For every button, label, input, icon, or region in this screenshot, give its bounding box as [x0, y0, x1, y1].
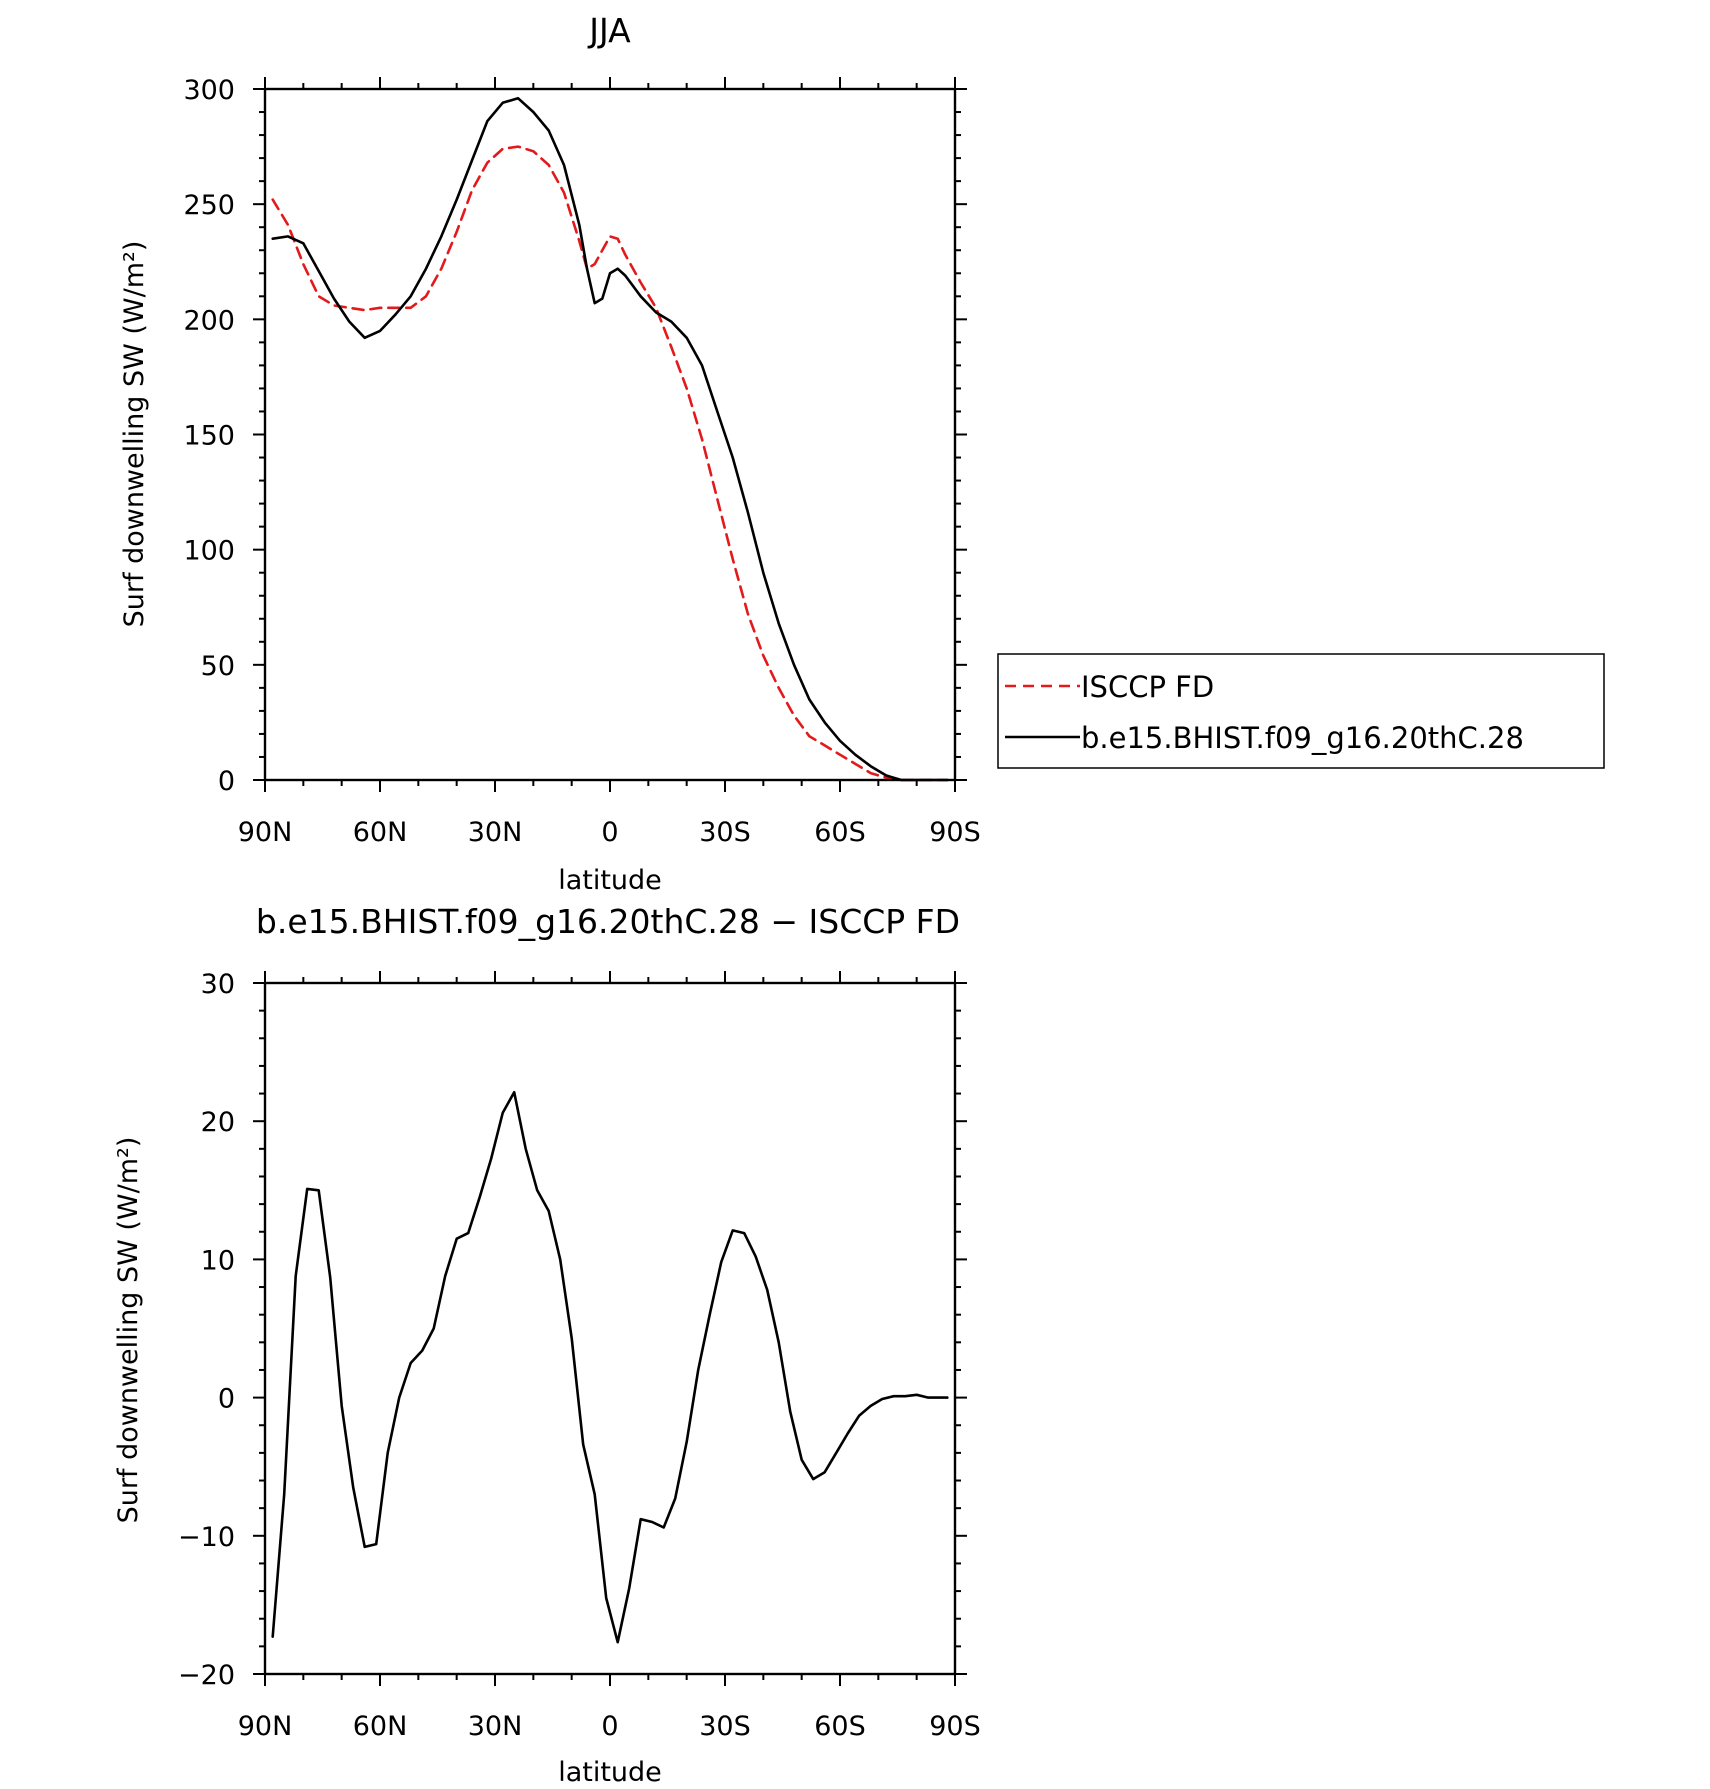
y-axis-label: Surf downwelling SW (W/m²): [119, 241, 150, 628]
x-tick-label: 90S: [929, 817, 981, 848]
chart-title: JJA: [587, 11, 631, 50]
y-tick-label: 100: [183, 536, 235, 567]
series-line-1: [271, 1090, 949, 1644]
plot-frame: [263, 981, 957, 1676]
series-group: [271, 96, 949, 782]
y-tick-label: 200: [183, 305, 235, 336]
y-tick-label: 50: [201, 651, 235, 682]
x-tick-label: 90N: [238, 1711, 293, 1742]
y-axis-label: Surf downwelling SW (W/m²): [113, 1137, 144, 1524]
y-tick-label: 20: [201, 1107, 235, 1138]
series-line-1: [271, 145, 949, 782]
y-tick-label: 0: [218, 766, 235, 797]
x-tick-label: 30S: [699, 817, 751, 848]
y-tick-labels: −20 −10 0 10 20 30: [178, 969, 235, 1691]
x-axis-label: latitude: [558, 865, 662, 896]
x-axis-label: latitude: [558, 1757, 662, 1788]
y-tick-label: 30: [201, 969, 235, 1000]
x-tick-label: 60N: [353, 1711, 408, 1742]
y-tick-label: −10: [178, 1522, 235, 1553]
x-tick-labels: 90N 60N 30N 0 30S 60S 90S: [238, 1711, 981, 1742]
axis-ticks: [253, 77, 967, 792]
x-tick-label: 60S: [814, 1711, 866, 1742]
chart-difference: b.e15.BHIST.f09_g16.20thC.28 − ISCCP FD …: [113, 902, 981, 1788]
y-tick-label: 0: [218, 1384, 235, 1415]
x-tick-label: 30S: [699, 1711, 751, 1742]
y-tick-label: 300: [183, 75, 235, 106]
legend: ISCCP FD b.e15.BHIST.f09_g16.20thC.28: [997, 653, 1605, 769]
legend-entry: b.e15.BHIST.f09_g16.20thC.28: [1081, 721, 1524, 755]
x-tick-label: 60S: [814, 817, 866, 848]
y-tick-label: 10: [201, 1245, 235, 1276]
y-tick-labels: 0 50 100 150 200 250 300: [183, 75, 235, 797]
series-line-2: [271, 96, 949, 782]
axis-ticks: [253, 971, 967, 1686]
legend-entry: ISCCP FD: [1081, 670, 1214, 704]
x-tick-label: 30N: [468, 817, 523, 848]
x-tick-label: 60N: [353, 817, 408, 848]
plot-frame: [263, 87, 957, 782]
series-group: [271, 1090, 949, 1644]
y-tick-label: −20: [178, 1660, 235, 1691]
x-tick-label: 0: [601, 1711, 618, 1742]
x-tick-label: 30N: [468, 1711, 523, 1742]
y-tick-label: 250: [183, 190, 235, 221]
legend-box: [997, 653, 1605, 769]
x-tick-labels: 90N 60N 30N 0 30S 60S 90S: [238, 817, 981, 848]
chart-title: b.e15.BHIST.f09_g16.20thC.28 − ISCCP FD: [256, 902, 960, 941]
x-tick-label: 90S: [929, 1711, 981, 1742]
x-tick-label: 90N: [238, 817, 293, 848]
x-tick-label: 0: [601, 817, 618, 848]
y-tick-label: 150: [183, 421, 235, 452]
